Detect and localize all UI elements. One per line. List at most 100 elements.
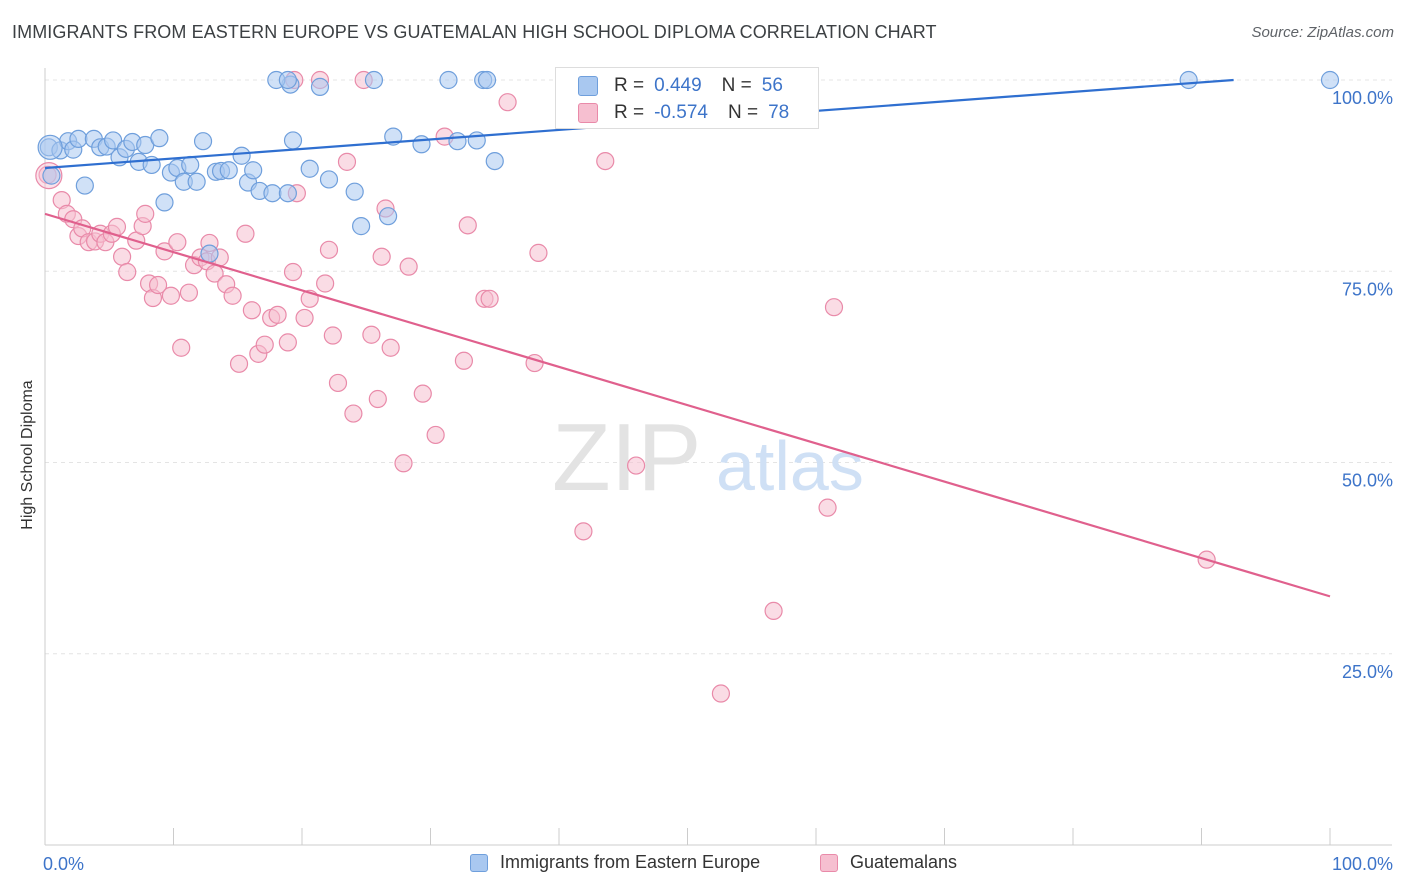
data-point	[255, 335, 274, 354]
data-point	[112, 247, 132, 266]
data-point	[399, 257, 418, 276]
x-tick-label-max: 100.0%	[1332, 854, 1393, 874]
data-point	[42, 166, 61, 185]
stats-row-pink: R = -0.574 N = 78	[578, 100, 789, 126]
y-tick-label: 50.0%	[1342, 471, 1393, 491]
chart-title: IMMIGRANTS FROM EASTERN EUROPE VS GUATEM…	[12, 22, 937, 42]
data-point	[104, 131, 123, 150]
data-point	[283, 131, 303, 150]
legend: Immigrants from Eastern Europe Guatemala…	[0, 852, 1406, 878]
r-value: -0.574	[654, 102, 708, 123]
stats-row-blue: R = 0.449 N = 56	[578, 73, 783, 99]
data-point	[368, 389, 387, 409]
data-point	[263, 184, 282, 203]
data-point	[118, 262, 137, 282]
data-point	[283, 262, 303, 282]
y-tick-label: 100.0%	[1332, 88, 1393, 108]
data-point	[364, 70, 384, 90]
n-value: 78	[768, 102, 790, 123]
source-label: Source: ZipAtlas.com	[1251, 24, 1394, 41]
tick-labels: 25.0% 50.0% 75.0% 100.0% 0.0% 100.0%	[43, 88, 1393, 874]
data-point	[236, 224, 255, 243]
watermark-atlas: atlas	[716, 427, 864, 505]
data-point	[181, 155, 200, 175]
data-point	[155, 193, 174, 212]
data-point	[480, 289, 499, 308]
data-point	[319, 240, 339, 259]
data-point	[345, 182, 364, 201]
data-point	[268, 305, 287, 324]
n-label: N =	[721, 75, 752, 96]
axes	[44, 68, 1392, 846]
data-point	[413, 384, 432, 403]
legend-item-guatemalans[interactable]: Guatemalans	[820, 852, 957, 873]
data-point	[300, 159, 319, 178]
data-point	[242, 301, 261, 320]
data-point-cluster	[37, 134, 63, 160]
data-point	[477, 70, 497, 90]
data-point	[1179, 70, 1198, 90]
data-point	[448, 132, 467, 151]
data-point	[626, 456, 646, 475]
data-point	[498, 93, 517, 112]
data-point	[596, 151, 615, 171]
data-point	[278, 70, 297, 90]
data-point	[278, 184, 297, 203]
x-tick-label-min: 0.0%	[43, 854, 84, 874]
series-guatemalans	[35, 70, 1216, 703]
data-point	[818, 498, 837, 517]
data-point	[352, 217, 371, 236]
data-point	[229, 354, 249, 373]
data-point	[232, 146, 251, 165]
data-point	[394, 454, 413, 473]
n-label: N =	[727, 102, 759, 123]
data-point	[711, 684, 731, 703]
blue-swatch	[578, 76, 598, 96]
data-point	[426, 425, 445, 445]
data-point	[278, 333, 297, 352]
data-point	[439, 70, 458, 90]
data-point	[179, 283, 199, 302]
data-point	[454, 351, 474, 370]
data-point	[574, 522, 593, 541]
data-point	[378, 207, 398, 226]
data-point	[337, 152, 357, 171]
y-tick-label: 75.0%	[1342, 279, 1393, 299]
data-point	[764, 601, 783, 621]
legend-label: Guatemalans	[850, 852, 958, 872]
data-point	[328, 373, 348, 393]
data-point	[172, 338, 191, 357]
data-point	[223, 286, 242, 305]
data-point	[295, 308, 314, 328]
legend-label: Immigrants from Eastern Europe	[500, 852, 761, 872]
watermark: ZIP atlas	[552, 404, 864, 511]
data-point	[187, 172, 206, 191]
data-point	[136, 204, 155, 223]
data-point	[529, 243, 548, 262]
stats-box: R = 0.449 N = 56 R = -0.574 N = 78	[555, 67, 819, 129]
data-point	[372, 247, 391, 266]
data-point	[219, 161, 238, 180]
legend-item-eastern-europe[interactable]: Immigrants from Eastern Europe	[470, 852, 760, 873]
data-point	[69, 129, 88, 149]
legend-swatch-blue	[470, 853, 488, 872]
data-point	[168, 233, 187, 252]
data-point	[193, 132, 213, 151]
data-point	[161, 286, 181, 305]
r-label: R =	[614, 75, 645, 96]
data-point	[200, 244, 219, 263]
r-value: 0.449	[654, 75, 702, 96]
data-point	[75, 176, 94, 195]
data-point	[362, 325, 381, 344]
data-point	[458, 216, 477, 235]
data-point	[824, 298, 844, 317]
trend-line-pink	[44, 212, 1331, 598]
data-point	[485, 151, 504, 171]
data-point	[319, 170, 339, 189]
r-label: R =	[614, 102, 645, 123]
legend-swatch-pink	[820, 853, 838, 872]
pink-swatch	[578, 103, 598, 123]
data-point	[244, 161, 263, 180]
y-tick-label: 25.0%	[1342, 662, 1393, 682]
